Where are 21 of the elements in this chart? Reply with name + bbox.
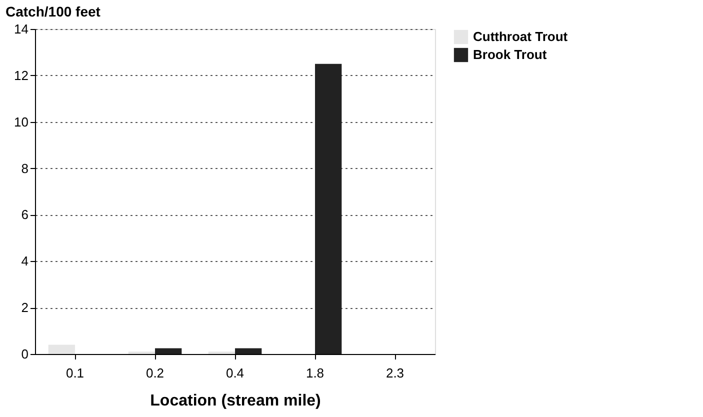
y-tick-label: 10 (14, 114, 28, 130)
x-tick-label: 1.8 (306, 366, 324, 380)
bar (48, 344, 75, 354)
y-tick-label: 0 (21, 346, 28, 362)
y-tick-label: 14 (14, 22, 28, 36)
x-tick-label: 2.3 (386, 366, 404, 380)
bar (155, 348, 182, 354)
legend-label: Brook Trout (473, 47, 548, 62)
x-tick-label: 0.2 (146, 366, 164, 380)
x-tick-label: 0.1 (66, 366, 84, 380)
bar (235, 348, 262, 354)
x-axis-title: Location (stream mile) (150, 392, 321, 410)
y-tick-label: 6 (21, 207, 28, 222)
y-tick-label: 8 (21, 160, 28, 176)
y-axis-title: Catch/100 feet (6, 4, 101, 20)
legend-label: Cutthroat Trout (473, 29, 568, 44)
y-tick-label: 12 (14, 68, 28, 83)
y-tick-label: 4 (21, 254, 28, 269)
y-tick-label: 2 (21, 300, 28, 316)
x-tick-label: 0.4 (226, 366, 244, 380)
bar (315, 64, 342, 354)
